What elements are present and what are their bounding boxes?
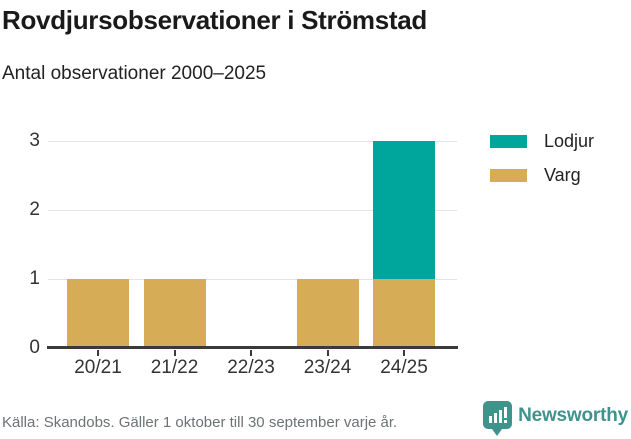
brand-name: Newsworthy: [518, 405, 628, 426]
bar-20/21: [67, 279, 129, 348]
y-axis-labels: 0 1 2 3: [0, 131, 40, 358]
x-tick-21/22: [173, 350, 176, 356]
y-tick-label: 0: [29, 337, 40, 358]
bar-segment-varg: [373, 279, 435, 348]
x-tick-label: 23/24: [303, 357, 352, 378]
bar-21/22: [143, 279, 206, 348]
bar-chart-speech-bubble-icon: [483, 401, 513, 436]
legend-label: Varg: [544, 165, 581, 185]
x-axis-line: [47, 346, 458, 349]
source-note: Källa: Skandobs. Gäller 1 oktober till 3…: [2, 414, 398, 431]
x-tick-24/25: [403, 350, 405, 356]
legend-item-lodjur: Lodjur: [490, 131, 594, 152]
x-tick-22/23: [250, 350, 252, 356]
bar-24/25: [373, 141, 435, 348]
bar-23/24: [296, 279, 359, 348]
legend-swatch-varg: [490, 169, 527, 182]
chart-title: Rovdjursobservationer i Strömstad: [2, 5, 427, 35]
bar-segment-varg: [296, 279, 359, 348]
legend: Lodjur Varg: [490, 131, 594, 199]
legend-swatch-lodjur: [490, 135, 527, 148]
chart-subtitle: Antal observationer 2000–2025: [2, 63, 267, 84]
x-tick-20/21: [97, 350, 99, 356]
x-tick-23/24: [326, 350, 329, 356]
y-tick-label: 2: [29, 199, 40, 220]
y-tick-label: 1: [29, 268, 40, 289]
newsworthy-logo[interactable]: Newsworthy: [483, 401, 628, 436]
x-tick-label: 21/22: [150, 357, 199, 378]
legend-label: Lodjur: [544, 131, 595, 151]
bar-segment-varg: [143, 279, 206, 348]
gridline-2: [48, 210, 457, 211]
y-tick-label: 3: [29, 130, 40, 151]
legend-item-varg: Varg: [490, 165, 594, 186]
bar-segment-varg: [67, 279, 129, 348]
x-tick-label: 24/25: [380, 357, 428, 378]
bar-segment-lodjur: [373, 141, 435, 279]
plot-area: 20/21 21/22 22/23 23/24 24/25: [47, 141, 458, 378]
x-tick-label: 22/23: [227, 357, 275, 378]
x-tick-label: 20/21: [74, 357, 122, 378]
gridline-1: [48, 279, 457, 280]
gridline-3: [48, 141, 457, 142]
